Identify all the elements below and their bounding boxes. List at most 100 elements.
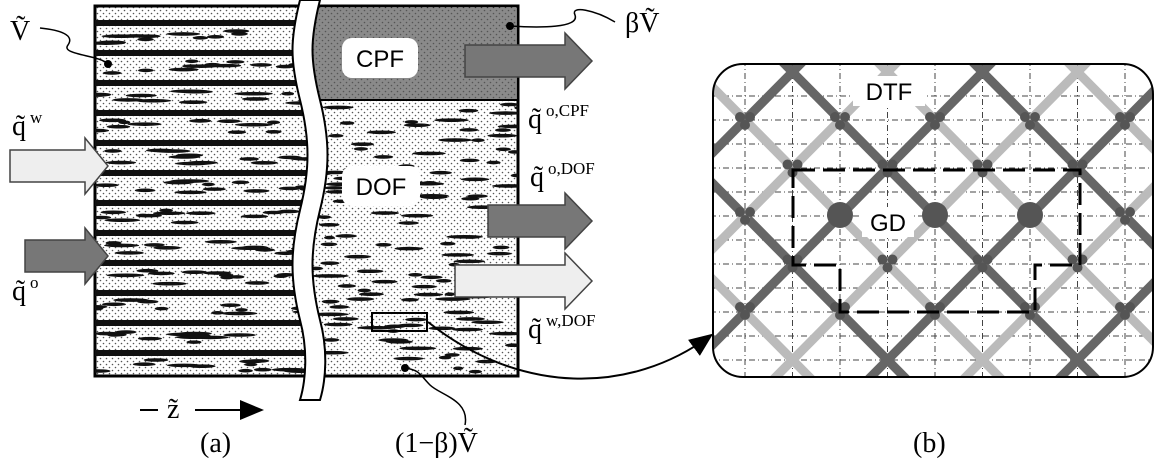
streak xyxy=(169,155,201,159)
streak xyxy=(351,142,374,146)
streak xyxy=(193,36,208,40)
streak xyxy=(471,320,503,324)
streak xyxy=(412,285,437,289)
node-cluster xyxy=(740,215,750,225)
streak xyxy=(359,292,384,296)
dark-layer xyxy=(95,50,310,56)
streak xyxy=(452,328,483,332)
streak xyxy=(254,368,272,372)
streak xyxy=(471,138,484,142)
streak xyxy=(231,32,248,36)
streak xyxy=(118,121,130,125)
flow-sup: o xyxy=(30,273,39,292)
dark-layer xyxy=(95,200,310,206)
streak xyxy=(320,261,339,265)
streak xyxy=(344,255,371,259)
streak xyxy=(112,98,144,102)
figure: CPF DOF Ṽ βṼ (1−β)Ṽ z̃ (a) q̃wq̃oq̃o,CPF… xyxy=(0,0,1160,463)
caption-a: (a) xyxy=(200,428,231,459)
node-cluster xyxy=(1120,215,1130,225)
dark-layer xyxy=(95,350,310,356)
streak xyxy=(459,109,479,113)
flow-label: q̃w xyxy=(12,108,43,142)
leader xyxy=(510,10,615,27)
streak xyxy=(182,270,208,274)
streak xyxy=(421,275,443,279)
streak xyxy=(94,183,119,187)
flow-label: q̃o,DOF xyxy=(530,159,595,193)
dark-layer xyxy=(95,20,310,26)
streak xyxy=(122,34,149,38)
panel-a: CPF DOF Ṽ βṼ (1−β)Ṽ z̃ (a) q̃wq̃oq̃o,CPF… xyxy=(10,0,710,459)
grain-node xyxy=(1017,202,1043,228)
streak xyxy=(115,251,144,255)
streak xyxy=(155,307,169,311)
streak xyxy=(323,106,354,110)
streak xyxy=(232,181,250,185)
streak xyxy=(498,125,531,129)
node-cluster xyxy=(835,120,845,130)
streak xyxy=(357,269,371,273)
grain-node xyxy=(827,202,853,228)
streak xyxy=(371,211,399,215)
streak xyxy=(511,174,523,178)
streak xyxy=(354,147,368,151)
streak xyxy=(398,221,419,225)
streak xyxy=(182,64,201,68)
streak xyxy=(241,246,268,250)
streak xyxy=(241,215,268,219)
streak xyxy=(171,221,199,225)
streak xyxy=(487,134,517,138)
streak xyxy=(211,311,224,315)
dark-layer xyxy=(95,290,310,296)
streak xyxy=(205,240,237,244)
streak xyxy=(169,68,199,72)
streak xyxy=(251,161,278,165)
streak xyxy=(137,214,150,218)
streak xyxy=(408,273,422,277)
streak xyxy=(144,358,169,362)
streak xyxy=(323,338,339,342)
flow-sup: o,DOF xyxy=(548,159,595,178)
dark-layer xyxy=(95,230,310,236)
streak xyxy=(112,333,127,337)
streak xyxy=(461,197,479,201)
streak xyxy=(148,272,175,276)
streak xyxy=(404,123,431,127)
streak xyxy=(179,90,213,94)
streak xyxy=(153,211,186,215)
streak xyxy=(486,161,500,165)
node-cluster xyxy=(740,120,750,130)
bond xyxy=(0,24,80,408)
streak xyxy=(138,337,162,341)
flow-label: q̃o,CPF xyxy=(528,101,589,135)
streak xyxy=(152,282,187,286)
streak xyxy=(220,303,240,307)
streak xyxy=(266,130,282,134)
streak xyxy=(399,347,436,351)
flow-symbol: q̃ xyxy=(530,162,544,193)
streak xyxy=(514,106,525,110)
streak xyxy=(102,302,126,306)
streak xyxy=(328,134,343,138)
dof-label: DOF xyxy=(356,174,407,201)
streak xyxy=(137,300,158,304)
dark-layer xyxy=(95,110,310,116)
streak xyxy=(203,187,226,191)
streak xyxy=(435,297,471,301)
streak xyxy=(489,111,522,115)
streak xyxy=(87,369,111,373)
streak xyxy=(443,311,474,315)
streak xyxy=(175,162,212,166)
streak xyxy=(166,32,200,36)
streak xyxy=(495,128,511,132)
streak xyxy=(329,305,349,309)
streak xyxy=(469,370,482,374)
streak xyxy=(401,214,433,218)
streak xyxy=(163,181,193,185)
node-cluster xyxy=(1120,310,1130,320)
flow-symbol: q̃ xyxy=(12,111,26,142)
streak xyxy=(230,275,245,279)
streak xyxy=(496,147,511,151)
streak xyxy=(401,298,419,302)
